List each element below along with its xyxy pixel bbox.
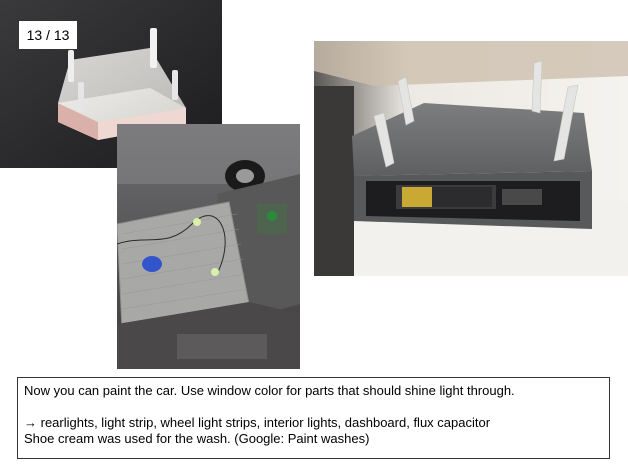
- caption-spacer: [24, 399, 603, 415]
- caption-line-3: Shoe cream was used for the wash. (Googl…: [24, 431, 370, 446]
- slide-counter: 13 / 13: [18, 20, 78, 50]
- caption-line-1: Now you can paint the car. Use window co…: [24, 383, 515, 398]
- caption-box: Now you can paint the car. Use window co…: [17, 377, 610, 459]
- caption-line-2: → rearlights, light strip, wheel light s…: [24, 415, 491, 430]
- battery-housing-photo: [314, 41, 628, 276]
- painted-car-chassis-with-lights-photo: [117, 124, 300, 369]
